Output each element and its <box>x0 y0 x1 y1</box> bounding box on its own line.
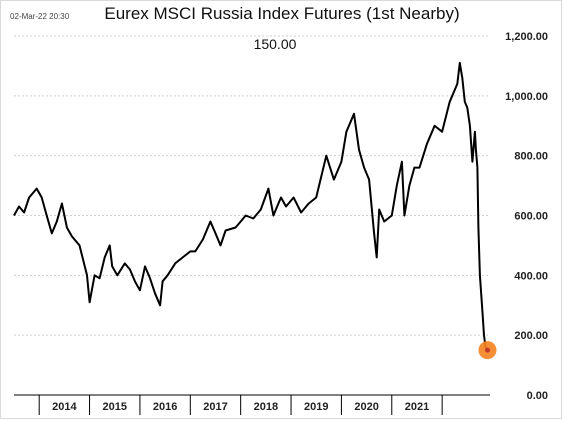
x-tick-label: 2020 <box>354 401 378 413</box>
y-tick-label: 1,200.00 <box>505 31 548 43</box>
chart-timestamp: 02-Mar-22 20:30 <box>10 12 70 21</box>
x-tick-label: 2018 <box>254 401 278 413</box>
x-tick-label: 2017 <box>203 401 227 413</box>
chart-title: Eurex MSCI Russia Index Futures (1st Nea… <box>104 4 460 23</box>
x-tick-label: 2019 <box>304 401 328 413</box>
y-tick-label: 600.00 <box>514 211 548 223</box>
last-value-annotation: 150.00 <box>253 36 297 52</box>
x-tick-label: 2015 <box>102 401 126 413</box>
y-tick-label: 0.00 <box>527 390 548 402</box>
y-tick-label: 800.00 <box>514 151 548 163</box>
y-tick-label: 400.00 <box>514 270 548 282</box>
y-tick-label: 200.00 <box>514 330 548 342</box>
y-tick-label: 1,000.00 <box>505 91 548 103</box>
x-tick-label: 2021 <box>405 401 429 413</box>
x-tick-label: 2016 <box>153 401 177 413</box>
x-tick-label: 2014 <box>52 401 77 413</box>
series-line <box>13 61 489 351</box>
last-value-marker-dot <box>484 347 490 353</box>
